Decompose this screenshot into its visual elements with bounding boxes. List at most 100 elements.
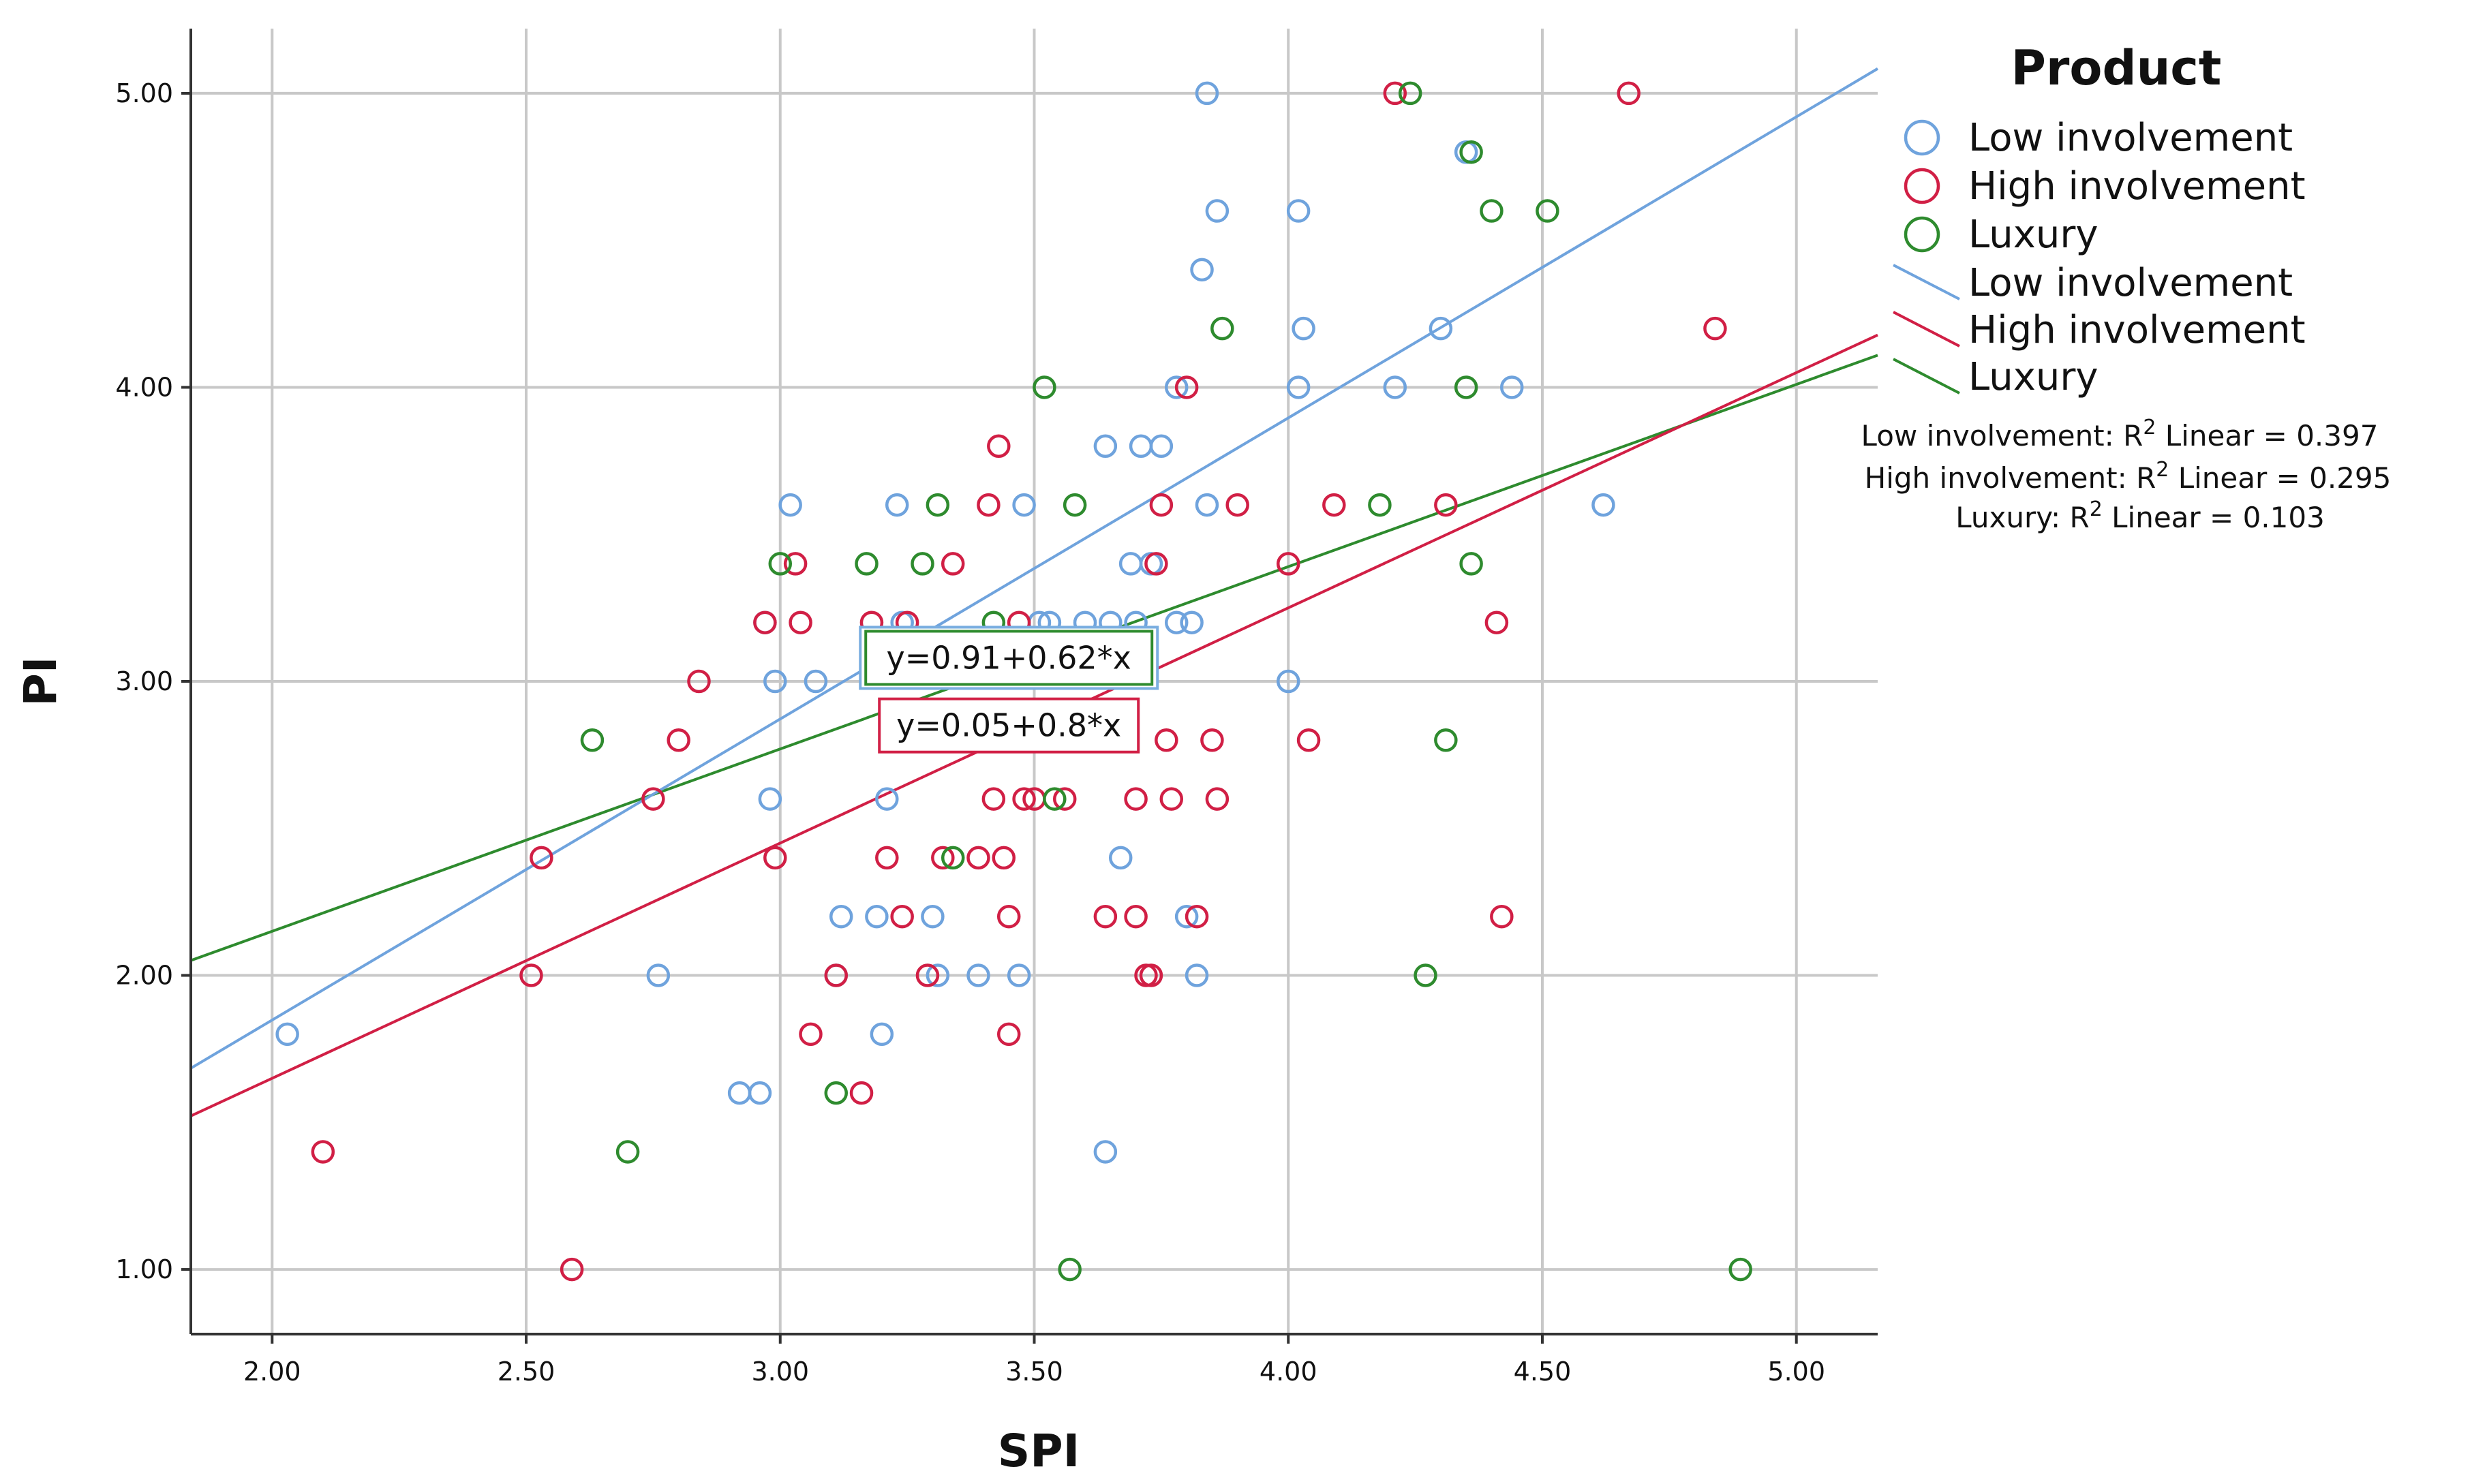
r2-annotations: Low involvement: R2 Linear = 0.397 High i… — [1861, 416, 2392, 535]
point-luxury — [1459, 140, 1483, 164]
point-low-involvement — [966, 963, 990, 987]
axes — [181, 29, 1878, 1344]
point-low-involvement — [1429, 316, 1453, 341]
point-luxury — [615, 1140, 640, 1164]
point-low-involvement — [885, 493, 909, 517]
point-low-involvement — [870, 1022, 894, 1047]
y-axis-title: PI — [14, 657, 67, 707]
equation-label: y=0.05+0.8*x — [878, 697, 1140, 754]
point-high-involvement — [1434, 493, 1458, 517]
point-luxury — [1454, 375, 1478, 399]
point-low-involvement — [1108, 846, 1133, 870]
legend-label: Luxury — [1968, 213, 2099, 257]
legend-marker — [1904, 119, 1940, 156]
point-luxury — [941, 846, 965, 870]
point-low-involvement — [865, 904, 889, 929]
point-low-involvement — [829, 904, 853, 929]
point-high-involvement — [1322, 493, 1346, 517]
point-luxury — [1033, 375, 1056, 399]
point-low-involvement — [1195, 493, 1219, 517]
point-low-involvement — [1195, 81, 1219, 106]
legend-marker — [1904, 216, 1940, 253]
point-high-involvement — [996, 904, 1021, 929]
point-high-involvement — [931, 846, 955, 870]
point-high-involvement — [311, 1140, 335, 1164]
r2-annotation: High involvement: R2 Linear = 0.295 — [1865, 458, 2392, 495]
point-high-involvement — [1276, 552, 1300, 576]
point-high-involvement — [1174, 375, 1199, 399]
point-luxury — [824, 1081, 849, 1105]
equation-text: y=0.05+0.8*x — [896, 707, 1121, 744]
point-low-involvement — [1292, 316, 1315, 341]
point-high-involvement — [1490, 904, 1514, 929]
point-high-involvement — [560, 1257, 584, 1282]
point-low-involvement — [1093, 434, 1118, 459]
point-high-involvement — [1205, 787, 1230, 811]
point-high-involvement — [1124, 904, 1148, 929]
equation-label: y=0.91+0.62*x — [859, 625, 1159, 690]
y-tick-label: 3.00 — [115, 666, 173, 696]
point-luxury — [911, 552, 934, 576]
x-tick-label: 3.00 — [751, 1357, 809, 1387]
x-tick-label: 2.00 — [243, 1357, 301, 1387]
point-low-involvement — [1174, 904, 1199, 929]
point-high-involvement — [1484, 610, 1509, 634]
point-low-involvement — [1164, 610, 1189, 634]
point-low-involvement — [1012, 493, 1036, 517]
y-tick-label: 1.00 — [115, 1254, 173, 1284]
y-tick-label: 5.00 — [115, 78, 173, 108]
point-low-involvement — [1180, 610, 1204, 634]
equation-labels: y=0.91+0.62*x y=0.05+0.8*x — [859, 625, 1159, 754]
legend-marker — [1904, 168, 1940, 204]
point-low-involvement — [1205, 199, 1230, 223]
point-low-involvement — [1007, 963, 1031, 987]
point-high-involvement — [1383, 81, 1407, 106]
point-luxury — [1480, 199, 1504, 223]
point-luxury — [1536, 199, 1559, 223]
point-luxury — [1459, 552, 1483, 576]
point-low-involvement — [1185, 963, 1209, 987]
point-low-involvement — [778, 493, 802, 517]
y-tick-label: 4.00 — [115, 372, 173, 402]
point-high-involvement — [996, 1022, 1021, 1047]
point-high-involvement — [875, 846, 899, 870]
point-low-involvement — [1286, 199, 1311, 223]
point-high-involvement — [1093, 904, 1118, 929]
point-luxury — [1414, 963, 1437, 987]
point-low-involvement — [921, 904, 945, 929]
x-tick-label: 4.50 — [1514, 1357, 1572, 1387]
point-low-involvement — [804, 669, 828, 694]
point-luxury — [1058, 1257, 1082, 1282]
point-high-involvement — [890, 904, 914, 929]
legend-label: Low involvement — [1968, 116, 2293, 160]
point-low-involvement — [1500, 375, 1524, 399]
point-low-involvement — [1591, 493, 1615, 517]
point-high-involvement — [1703, 316, 1727, 341]
point-high-involvement — [1144, 552, 1168, 576]
point-high-involvement — [981, 787, 1006, 811]
data-points — [275, 81, 1752, 1282]
point-low-involvement — [926, 963, 950, 987]
point-low-involvement — [1383, 375, 1407, 399]
point-luxury — [768, 552, 793, 576]
grid-layer — [191, 29, 1878, 1334]
point-luxury — [855, 552, 879, 576]
point-luxury — [1728, 1257, 1752, 1282]
point-high-involvement — [987, 434, 1011, 459]
point-low-involvement — [758, 787, 782, 811]
point-high-involvement — [1149, 493, 1174, 517]
point-high-involvement — [1124, 787, 1148, 811]
x-axis-title: SPI — [998, 1425, 1080, 1477]
point-luxury — [1398, 81, 1422, 106]
point-low-involvement — [1276, 669, 1300, 694]
y-tick-label: 2.00 — [115, 961, 173, 991]
point-luxury — [1043, 787, 1067, 811]
point-high-involvement — [687, 669, 711, 694]
point-high-involvement — [763, 846, 787, 870]
r2-annotation: Luxury: R2 Linear = 0.103 — [1955, 497, 2325, 535]
point-high-involvement — [1155, 728, 1178, 752]
point-high-involvement — [1139, 963, 1163, 987]
